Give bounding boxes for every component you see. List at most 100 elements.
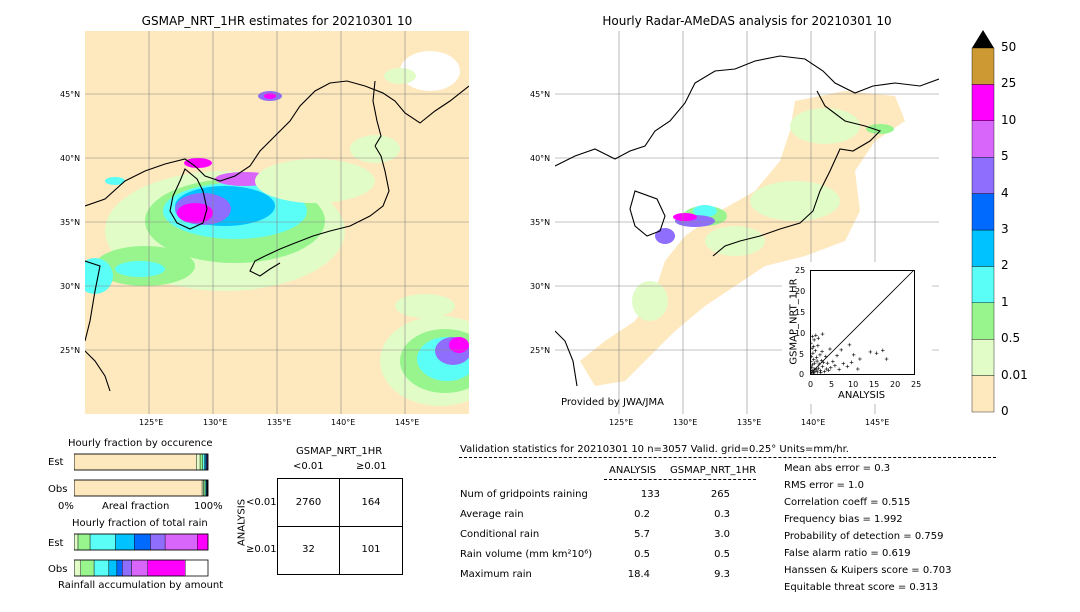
scatter-point bbox=[811, 351, 815, 355]
rainfrac-bar-segment bbox=[74, 559, 81, 577]
scatter-point bbox=[824, 367, 829, 371]
colorbar-label: 5 bbox=[1001, 149, 1009, 164]
colorbar-label: 0.5 bbox=[1001, 331, 1021, 346]
row-label-2: Conditional rain bbox=[460, 529, 540, 540]
scatter-point bbox=[814, 333, 818, 338]
scatter-point bbox=[811, 344, 816, 349]
colorbar-segment bbox=[971, 156, 995, 194]
occurrence-xlabel-mid: Areal fraction bbox=[102, 501, 170, 512]
colorbar-segment bbox=[971, 47, 995, 85]
contingency-title: GSMAP_NRT_1HR bbox=[296, 446, 383, 457]
scatter-xtick-5: 5 bbox=[829, 380, 835, 389]
scatter-point bbox=[810, 354, 814, 359]
row-label-4: Maximum rain bbox=[460, 569, 532, 580]
contingency-grid: 2760 164 32 101 bbox=[277, 478, 403, 575]
occurrence-bar-frame bbox=[74, 479, 209, 497]
scatter-point bbox=[868, 350, 873, 354]
rainfrac-bar-segment bbox=[164, 533, 198, 551]
scatter-point bbox=[814, 355, 819, 360]
scatter-point bbox=[813, 348, 818, 353]
scatter-ytick-0: 0 bbox=[799, 370, 805, 379]
right-lat-label-35: 35°N bbox=[530, 218, 551, 227]
scatter-point bbox=[812, 338, 816, 342]
scatter-point bbox=[881, 348, 885, 353]
scatter-xtick-15: 15 bbox=[869, 380, 880, 389]
scatter-point bbox=[818, 368, 823, 373]
left-map-title: GSMAP_NRT_1HR estimates for 20210301 10 bbox=[141, 14, 413, 28]
scatter-point bbox=[811, 357, 816, 362]
validation-col-analysis: ANALYSIS bbox=[609, 465, 657, 476]
row-analysis-0: 133 bbox=[640, 489, 660, 500]
validation-divider bbox=[459, 457, 996, 458]
rainfrac-bar-segment bbox=[77, 533, 91, 551]
scatter-point bbox=[819, 370, 823, 375]
colorbar-label: 25 bbox=[1001, 76, 1017, 91]
left-map-grid bbox=[85, 31, 469, 414]
scatter-point bbox=[810, 341, 813, 346]
occurrence-bar-segment bbox=[196, 453, 201, 471]
colorbar-segment bbox=[971, 193, 995, 231]
score-5: False alarm ratio = 0.619 bbox=[784, 548, 911, 559]
right-lon-label-125: 125°E bbox=[609, 418, 634, 427]
row-analysis-2: 5.7 bbox=[634, 529, 650, 540]
scatter-point bbox=[810, 334, 815, 339]
colorbar-segment bbox=[971, 229, 995, 267]
right-lat-label-45: 45°N bbox=[530, 90, 551, 99]
scatter-ytick-25: 25 bbox=[795, 266, 806, 275]
scatter-point bbox=[851, 353, 856, 357]
contingency-cell-1-0: 32 bbox=[302, 544, 315, 555]
rainfrac-obs-label: Obs bbox=[48, 564, 68, 575]
score-3: Frequency bias = 1.992 bbox=[784, 514, 903, 525]
score-4: Probability of detection = 0.759 bbox=[784, 531, 944, 542]
rainfrac-bar-segment bbox=[197, 533, 209, 551]
colorbar-label: 10 bbox=[1001, 112, 1017, 127]
colorbar-segment bbox=[971, 266, 995, 303]
contingency-row-lt: <0.01 bbox=[246, 497, 277, 508]
right-lat-label-25: 25°N bbox=[530, 346, 551, 355]
scatter-xtick-25: 25 bbox=[911, 380, 922, 389]
scatter-point bbox=[815, 370, 820, 374]
colorbar-label: 2 bbox=[1001, 258, 1009, 273]
validation-header: Validation statistics for 20210301 10 n=… bbox=[460, 444, 849, 455]
score-7: Equitable threat score = 0.313 bbox=[784, 582, 939, 593]
rainfrac-bar-segment bbox=[74, 533, 79, 551]
left-lon-label-145: 145°E bbox=[395, 418, 420, 427]
score-6: Hanssen & Kuipers score = 0.703 bbox=[784, 565, 952, 576]
scatter-plot bbox=[810, 270, 915, 375]
scatter-point bbox=[849, 360, 854, 365]
left-map bbox=[85, 31, 469, 414]
rainfrac-bar-segment bbox=[147, 559, 186, 577]
left-map-coastline bbox=[85, 80, 469, 392]
contingency-col-ge: ≥0.01 bbox=[356, 461, 387, 472]
scatter-point bbox=[820, 332, 825, 336]
scatter-point bbox=[847, 343, 852, 347]
right-lon-label-140: 140°E bbox=[801, 418, 826, 427]
scatter-ytick-20: 20 bbox=[795, 287, 806, 296]
colorbar-extend-arrow bbox=[972, 30, 994, 48]
rainfrac-bar-segment bbox=[134, 533, 151, 551]
scatter-point bbox=[817, 362, 821, 366]
occurrence-bars bbox=[74, 453, 209, 497]
rainfrac-title: Hourly fraction of total rain bbox=[72, 518, 208, 529]
scatter-point bbox=[810, 359, 813, 364]
occurrence-bar-segment bbox=[201, 479, 204, 497]
right-map-title: Hourly Radar-AMeDAS analysis for 2021030… bbox=[602, 14, 892, 28]
scatter-ytick-10: 10 bbox=[795, 329, 806, 338]
colorbar-segment bbox=[971, 375, 995, 413]
right-map-coastline bbox=[555, 55, 939, 387]
scatter-point bbox=[824, 354, 828, 359]
right-lat-label-40: 40°N bbox=[530, 154, 551, 163]
scatter-point bbox=[874, 351, 879, 355]
scatter-point bbox=[829, 365, 833, 370]
rainfrac-bar-segment bbox=[122, 559, 132, 577]
scatter-point bbox=[835, 353, 839, 358]
scatter-point bbox=[819, 358, 824, 363]
rainfrac-bar-segment bbox=[89, 533, 116, 551]
rainfrac-est-label: Est bbox=[48, 538, 64, 549]
row-analysis-1: 0.2 bbox=[634, 509, 650, 520]
colorbar-label: 1 bbox=[1001, 294, 1009, 309]
rainfrac-bar-frame bbox=[74, 533, 209, 551]
row-gsmap-4: 9.3 bbox=[714, 569, 730, 580]
scatter-point bbox=[826, 368, 831, 373]
contingency-cell-1-1: 101 bbox=[361, 544, 381, 555]
